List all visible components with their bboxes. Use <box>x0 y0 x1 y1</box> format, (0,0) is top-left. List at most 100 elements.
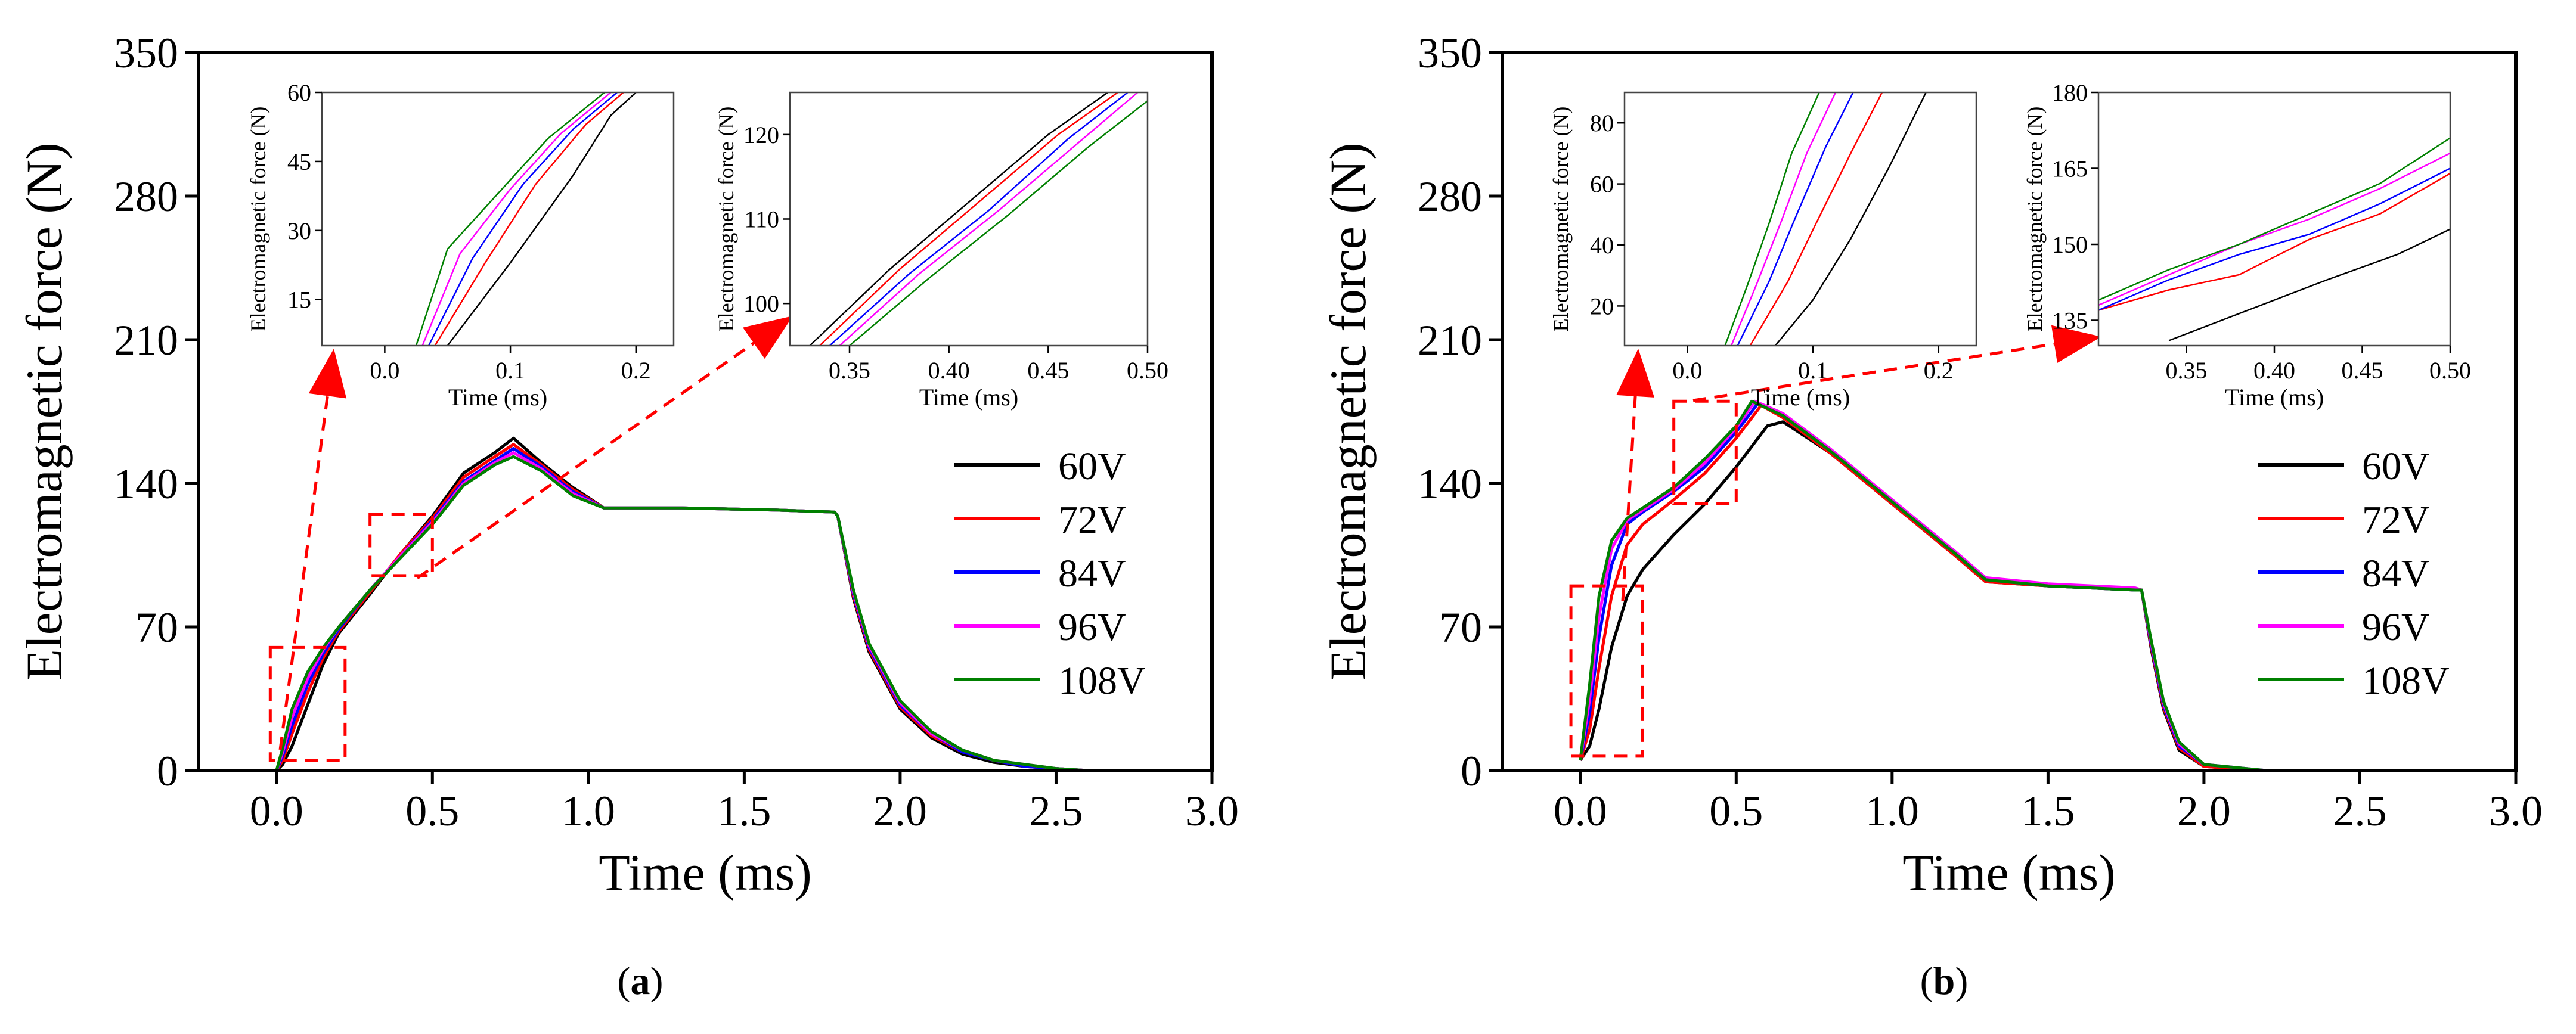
inset-x-axis-label: Time (ms) <box>1751 384 1850 411</box>
inset-y-axis-label: Electromagnetic force (N) <box>714 107 738 332</box>
inset-series-line-84V <box>427 92 618 346</box>
y-tick-label: 280 <box>114 173 178 221</box>
inset-x-tick-label: 0.50 <box>1127 357 1168 384</box>
legend-entry: 96V <box>1058 606 1126 649</box>
inset-x-tick-label: 0.2 <box>621 357 651 384</box>
inset-y-tick-label: 30 <box>287 218 311 244</box>
legend-entry: 108V <box>2362 659 2450 703</box>
zoom-highlight-box <box>368 513 434 577</box>
panel-label: (b) <box>1920 960 1969 1003</box>
inset-series-line-108V <box>2098 137 2450 301</box>
y-tick-label: 70 <box>1439 604 1482 651</box>
inset-y-tick-label: 110 <box>744 206 779 233</box>
inset-x-tick-label: 0.35 <box>2166 357 2208 384</box>
panel-label-open: ( <box>1920 960 1933 1003</box>
x-tick-label: 2.5 <box>2333 787 2386 835</box>
inset-y-tick-label: 180 <box>2052 79 2088 106</box>
zoom-arrow-head <box>308 349 347 399</box>
legend-entry: 60V <box>2362 445 2430 488</box>
y-tick-label: 0 <box>1461 747 1482 795</box>
x-tick-label: 0.5 <box>405 787 459 835</box>
inset-series-line-96V <box>1730 92 1837 346</box>
inset-series-line-60V <box>447 92 637 346</box>
zoom-arrow-line <box>416 314 794 580</box>
inset-series-line-60V <box>2168 228 2450 341</box>
inset-y-tick-label: 60 <box>287 79 311 106</box>
panel-label-letter: b <box>1933 960 1955 1003</box>
y-axis-label: Electromagnetic force (N) <box>1319 142 1377 681</box>
x-tick-label: 3.0 <box>2489 787 2543 835</box>
inset-y-tick-label: 100 <box>743 290 779 317</box>
inset-x-axis-label: Time (ms) <box>448 384 547 411</box>
series-group <box>275 436 1087 771</box>
inset-x-axis-label: Time (ms) <box>919 384 1018 411</box>
inset-x-tick-label: 0.1 <box>1798 357 1828 384</box>
x-axis-label: Time (ms) <box>1902 844 2116 901</box>
inset-series-line-72V <box>434 92 624 346</box>
inset-y-tick-label: 45 <box>287 148 311 175</box>
inset-panel: 0.35 0.40 0.45 0.50 135 150 165 180 Time (ms) Ele… <box>2023 79 2471 411</box>
inset-x-tick-label: 0.40 <box>928 357 970 384</box>
inset-x-tick-label: 0.50 <box>2429 357 2471 384</box>
inset-y-tick-label: 80 <box>1590 110 1614 136</box>
inset-x-tick-label: 0.40 <box>2253 357 2295 384</box>
chart-panel-a: 0.0 0.5 1.0 1.5 2.0 2.5 3.0 0 70 140 210 280 350 Time… <box>16 29 1239 1003</box>
legend-entry: 72V <box>2362 498 2430 542</box>
x-tick-label: 1.5 <box>2021 787 2075 835</box>
x-tick-label: 3.0 <box>1185 787 1239 835</box>
x-tick-label: 2.0 <box>873 787 927 835</box>
legend-entry: 60V <box>1058 445 1126 488</box>
inset-x-tick-label: 0.35 <box>829 357 870 384</box>
inset-x-tick-label: 0.2 <box>1924 357 1954 384</box>
y-tick-label: 0 <box>157 747 178 795</box>
x-tick-label: 2.0 <box>2177 787 2231 835</box>
inset-x-tick-label: 0.45 <box>1027 357 1069 384</box>
y-tick-label: 140 <box>1418 460 1482 508</box>
inset-y-axis-label: Electromagnetic force (N) <box>2023 107 2047 332</box>
zoom-arrow-head <box>1616 349 1655 398</box>
inset-series-group <box>809 92 1148 346</box>
inset-y-tick-label: 150 <box>2052 231 2088 258</box>
x-axis-label: Time (ms) <box>599 844 812 901</box>
series-line-96V <box>1579 399 2391 771</box>
inset-x-tick-label: 0.0 <box>370 357 399 384</box>
zoom-highlight-box <box>1672 399 1738 505</box>
series-line-60V <box>275 436 1087 771</box>
zoom-arrow-line <box>278 348 336 750</box>
inset-series-group <box>1724 92 1927 346</box>
inset-series-group <box>2098 137 2450 341</box>
inset-y-axis-label: Electromagnetic force (N) <box>1549 107 1573 332</box>
inset-y-tick-label: 20 <box>1590 293 1614 319</box>
inset-series-line-108V <box>1724 92 1820 346</box>
series-line-108V <box>275 455 1087 771</box>
inset-frame <box>321 91 675 347</box>
x-tick-label: 2.5 <box>1029 787 1083 835</box>
y-tick-label: 140 <box>114 460 178 508</box>
inset-y-tick-label: 120 <box>743 122 779 148</box>
x-tick-label: 1.0 <box>1865 787 1919 835</box>
series-line-84V <box>1579 402 2391 771</box>
inset-y-axis-label: Electromagnetic force (N) <box>246 107 270 332</box>
inset-series-line-72V <box>2098 172 2450 311</box>
y-tick-label: 210 <box>1418 316 1482 364</box>
inset-y-tick-label: 60 <box>1590 171 1614 198</box>
inset-series-line-60V <box>809 92 1109 346</box>
chart-panel-b: 0.0 0.5 1.0 1.5 2.0 2.5 3.0 0 70 140 210 280 350 Time… <box>1319 29 2543 1003</box>
inset-background <box>1625 92 1976 346</box>
inset-y-tick-label: 135 <box>2052 308 2088 334</box>
zoom-arrow-head <box>2051 325 2101 363</box>
inset-x-axis-label: Time (ms) <box>2225 384 2324 411</box>
inset-series-line-84V <box>2098 167 2450 311</box>
x-tick-label: 0.5 <box>1709 787 1763 835</box>
zoom-highlight-box <box>268 645 347 762</box>
panel-label-letter: a <box>631 960 650 1003</box>
inset-background <box>2098 92 2450 346</box>
x-tick-label: 0.0 <box>250 787 303 835</box>
y-tick-label: 350 <box>1418 29 1482 77</box>
legend-entry: 108V <box>1058 659 1146 703</box>
y-tick-label: 70 <box>135 604 178 651</box>
legend-entry: 84V <box>1058 552 1126 595</box>
y-tick-label: 350 <box>114 29 178 77</box>
inset-y-tick-label: 165 <box>2052 156 2088 182</box>
